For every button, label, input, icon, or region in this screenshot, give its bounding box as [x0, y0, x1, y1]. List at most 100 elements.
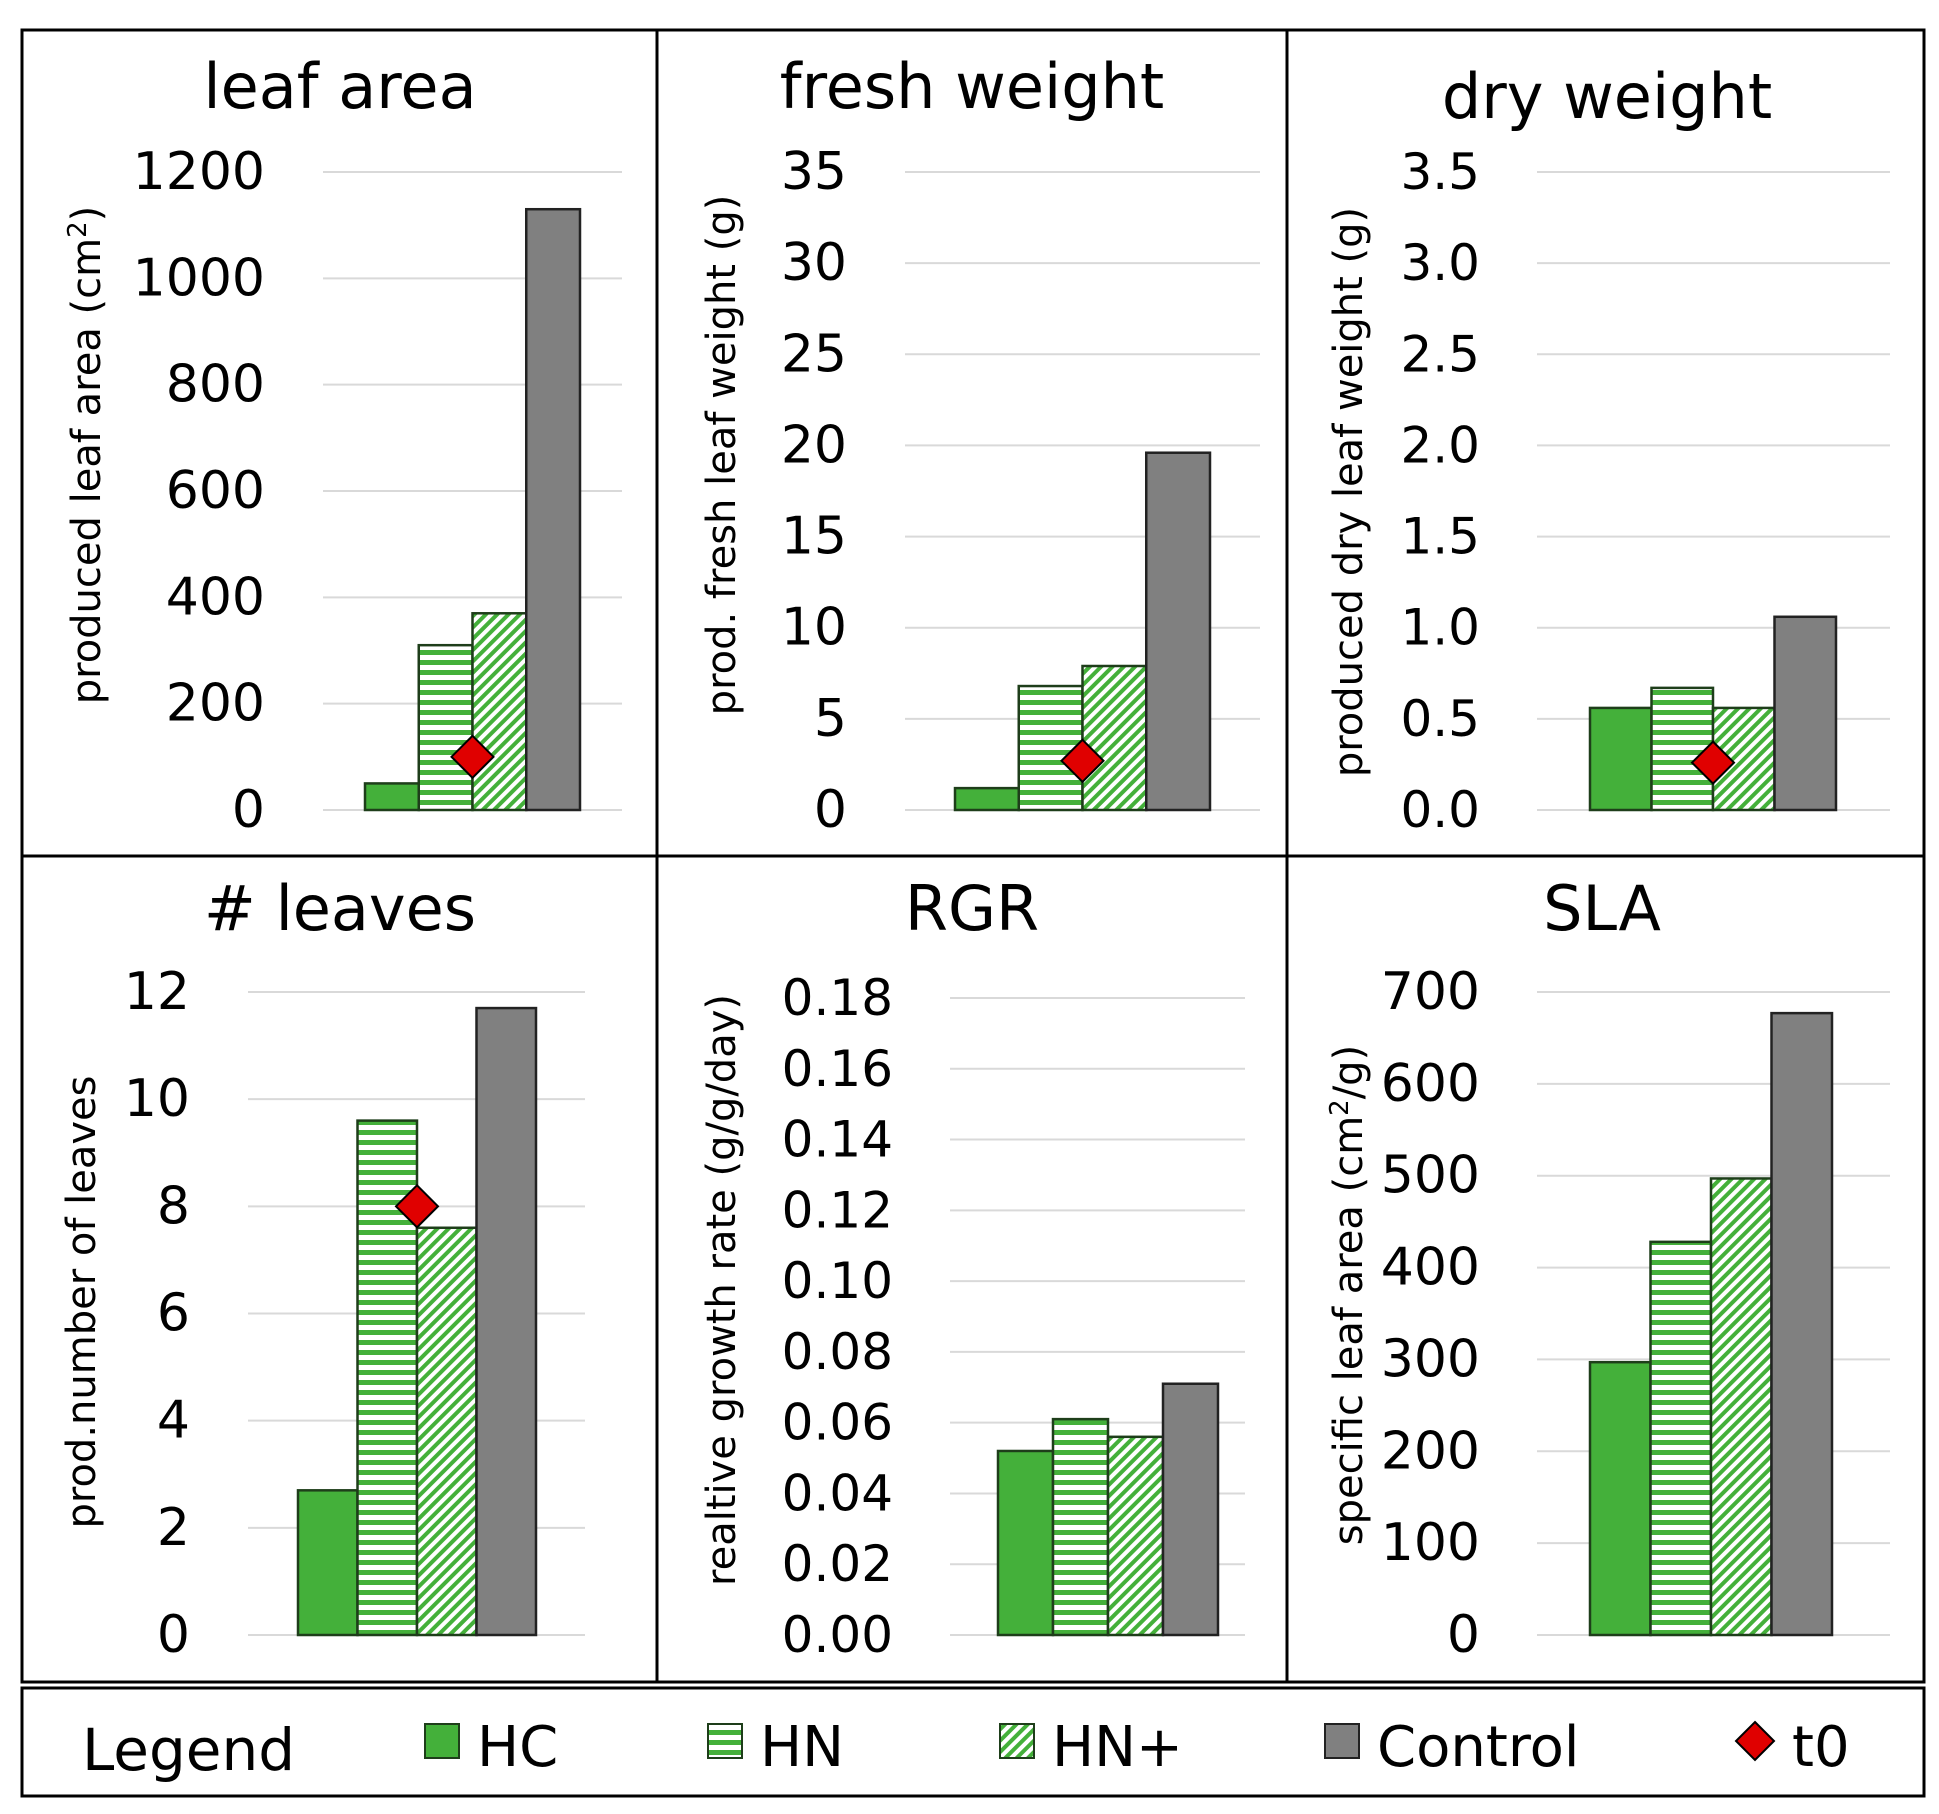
- y-tick-label: 12: [124, 962, 190, 1022]
- y-tick-label: 3.0: [1400, 234, 1480, 292]
- bar-control: [1161, 1382, 1220, 1637]
- legend-swatch-hn: [707, 1723, 743, 1759]
- y-tick-label: 400: [166, 567, 265, 627]
- y-tick-label: 600: [1381, 1054, 1480, 1114]
- y-tick-label: 0.18: [782, 969, 893, 1027]
- chart-title: SLA: [1543, 872, 1661, 945]
- bar-hn: [1649, 1240, 1713, 1637]
- chart-panel-dry-weight: dry weight 0.0 0.5 1.0 1.5 2.0 2.5 3.0 3.5 produc…: [1326, 60, 1890, 839]
- y-tick-label: 100: [1381, 1513, 1480, 1573]
- legend: Legend HC HN HN+ Control t0: [82, 1715, 1850, 1784]
- y-tick-label: 6: [157, 1284, 190, 1344]
- y-axis-label: produced dry leaf weight (g): [1326, 207, 1372, 777]
- y-tick-label: 25: [781, 324, 847, 384]
- y-tick-label: 5: [814, 689, 847, 749]
- t0-marker: [1060, 738, 1105, 784]
- y-tick-label: 3.5: [1400, 143, 1480, 201]
- bar-control: [475, 1006, 538, 1637]
- y-tick-label: 800: [166, 355, 265, 415]
- y-tick-label: 1.0: [1400, 599, 1480, 657]
- y-tick-label: 2.5: [1400, 325, 1480, 383]
- bar-hc: [953, 786, 1020, 812]
- bar-control: [525, 207, 582, 812]
- bar-hc: [1588, 706, 1653, 812]
- y-axis-label: prod.number of leaves: [59, 1076, 105, 1529]
- legend-swatch-hn-plus: [999, 1723, 1035, 1759]
- chart-title: dry weight: [1442, 60, 1772, 133]
- bar-control: [1770, 1011, 1834, 1637]
- y-axis-label: realtive growth rate (g/g/day): [699, 994, 745, 1586]
- y-tick-label: 0.12: [782, 1181, 893, 1239]
- y-tick-label: 0: [814, 780, 847, 840]
- chart-panel-rgr: RGR 0.00 0.02 0.04 0.06 0.08 0.10 0.12 0.14 0.16 0…: [699, 872, 1245, 1664]
- y-tick-label: 10: [124, 1069, 190, 1129]
- y-tick-label: 700: [1381, 962, 1480, 1022]
- y-tick-label: 200: [1381, 1421, 1480, 1481]
- y-tick-label: 500: [1381, 1146, 1480, 1206]
- y-tick-label: 400: [1381, 1238, 1480, 1298]
- bar-control: [1773, 615, 1838, 812]
- bar-hc: [363, 782, 420, 812]
- legend-frame: [20, 1686, 1926, 1798]
- bar-hn-plus: [1106, 1435, 1165, 1637]
- y-tick-label: 1200: [133, 142, 265, 202]
- legend-swatch-control: [1324, 1723, 1360, 1759]
- panel-frames: [20, 28, 1926, 1798]
- legend-label-hn: HN: [760, 1715, 844, 1780]
- legend-marker-t0: [1734, 1720, 1776, 1762]
- y-tick-label: 300: [1381, 1329, 1480, 1389]
- bar-hn-plus: [1081, 664, 1148, 812]
- y-tick-label: 20: [781, 415, 847, 475]
- chart-title: # leaves: [204, 872, 476, 945]
- legend-label-hn-plus: HN+: [1052, 1715, 1183, 1780]
- y-tick-label: 15: [781, 507, 847, 567]
- bar-hn: [1650, 686, 1715, 812]
- bar-hn: [1051, 1417, 1110, 1637]
- bar-hn: [417, 643, 474, 812]
- y-tick-label: 0.00: [782, 1606, 893, 1664]
- y-tick-label: 8: [157, 1176, 190, 1236]
- y-tick-label: 2: [157, 1498, 190, 1558]
- y-tick-label: 0.08: [782, 1323, 893, 1381]
- y-tick-label: 35: [781, 142, 847, 202]
- y-tick-label: 0.06: [782, 1394, 893, 1452]
- bar-hn-plus: [415, 1226, 478, 1637]
- y-axis-label: produced leaf area (cm2): [63, 206, 110, 705]
- y-axis-label: specific leaf area (cm2/g): [1325, 1045, 1372, 1545]
- chart-panel-leaves: # leaves 0 2 4 6 8 10 12 prod.number of leaves: [59, 872, 585, 1665]
- y-tick-label: 0.04: [782, 1464, 893, 1522]
- y-axis-label: prod. fresh leaf weight (g): [699, 195, 745, 716]
- y-tick-label: 4: [157, 1391, 190, 1451]
- chart-title: leaf area: [203, 50, 476, 123]
- bar-hc: [296, 1489, 359, 1637]
- bar-hc: [1588, 1360, 1652, 1637]
- bar-hn-plus: [1709, 1177, 1773, 1637]
- y-tick-label: 0.5: [1400, 690, 1480, 748]
- y-tick-label: 10: [781, 598, 847, 658]
- t0-marker: [1690, 740, 1736, 786]
- legend-swatch-hc: [424, 1723, 460, 1759]
- y-tick-label: 0.0: [1400, 781, 1480, 839]
- y-tick-label: 0.16: [782, 1040, 893, 1098]
- y-tick-label: 0: [232, 780, 265, 840]
- t0-marker: [450, 734, 495, 780]
- y-tick-label: 600: [166, 461, 265, 521]
- y-tick-label: 1000: [133, 248, 265, 308]
- y-tick-label: 1.5: [1400, 508, 1480, 566]
- y-tick-label: 0.02: [782, 1535, 893, 1593]
- legend-label-hc: HC: [477, 1715, 558, 1780]
- y-tick-label: 2.0: [1400, 416, 1480, 474]
- chart-title: fresh weight: [780, 50, 1164, 123]
- chart-panel-leaf-area: leaf area 0 200 400 600 800 1000 1200 produced l…: [63, 50, 622, 840]
- legend-label-control: Control: [1377, 1715, 1579, 1780]
- y-tick-label: 0.14: [782, 1111, 893, 1169]
- bar-control: [1145, 451, 1212, 812]
- y-tick-label: 0: [1447, 1605, 1480, 1665]
- chart-title: RGR: [905, 872, 1039, 945]
- t0-marker: [394, 1183, 440, 1229]
- legend-label-t0: t0: [1792, 1715, 1850, 1780]
- bar-hn: [1017, 684, 1084, 812]
- bar-hn-plus: [471, 612, 528, 812]
